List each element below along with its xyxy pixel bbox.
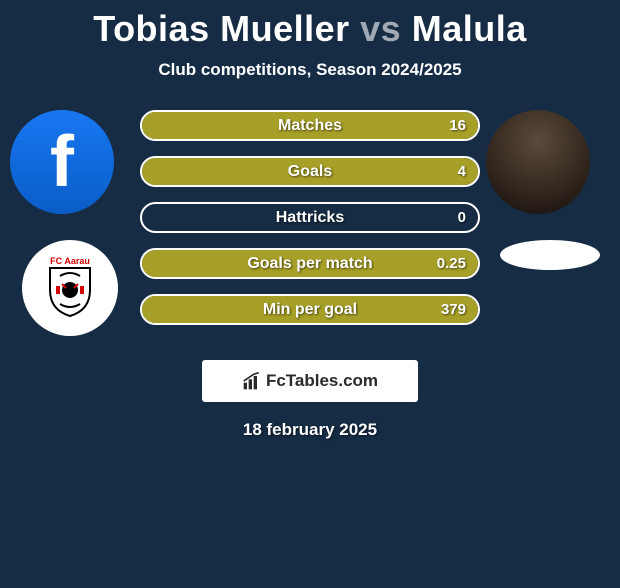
stat-label: Min per goal bbox=[142, 301, 478, 319]
stat-label: Goals bbox=[142, 163, 478, 181]
stat-row: Hattricks0 bbox=[140, 202, 480, 233]
player2-avatar bbox=[486, 110, 590, 214]
comparison-title: Tobias Mueller vs Malula bbox=[0, 8, 620, 50]
stat-value-right: 0.25 bbox=[437, 255, 466, 272]
stats-bars: Matches16 Goals4 Hattricks0 Goals per match… bbox=[140, 110, 480, 325]
stat-value-right: 379 bbox=[441, 301, 466, 318]
comparison-content: f FC Aarau Matches16 Goals4 Hattricks0 Goal… bbox=[0, 110, 620, 340]
stat-label: Hattricks bbox=[142, 209, 478, 227]
stat-label: Goals per match bbox=[142, 255, 478, 273]
watermark-text: FcTables.com bbox=[266, 371, 378, 391]
player1-club-badge: FC Aarau bbox=[22, 240, 118, 336]
player2-club-badge bbox=[500, 240, 600, 270]
player-photo bbox=[486, 110, 590, 214]
stat-row: Min per goal379 bbox=[140, 294, 480, 325]
stat-label: Matches bbox=[142, 117, 478, 135]
player1-avatar: f bbox=[10, 110, 114, 214]
watermark: FcTables.com bbox=[202, 360, 418, 402]
stat-row: Goals per match0.25 bbox=[140, 248, 480, 279]
stat-value-right: 16 bbox=[449, 117, 466, 134]
chart-icon bbox=[242, 371, 262, 391]
vs-text: vs bbox=[360, 8, 401, 49]
svg-text:FC Aarau: FC Aarau bbox=[50, 256, 90, 266]
stat-row: Goals4 bbox=[140, 156, 480, 187]
player2-name: Malula bbox=[412, 8, 527, 49]
player1-name: Tobias Mueller bbox=[93, 8, 349, 49]
subtitle: Club competitions, Season 2024/2025 bbox=[0, 60, 620, 80]
stat-value-right: 0 bbox=[458, 209, 466, 226]
facebook-icon: f bbox=[10, 110, 114, 214]
stat-row: Matches16 bbox=[140, 110, 480, 141]
club-crest-icon: FC Aarau bbox=[32, 250, 108, 326]
date-text: 18 february 2025 bbox=[0, 420, 620, 440]
stat-value-right: 4 bbox=[458, 163, 466, 180]
